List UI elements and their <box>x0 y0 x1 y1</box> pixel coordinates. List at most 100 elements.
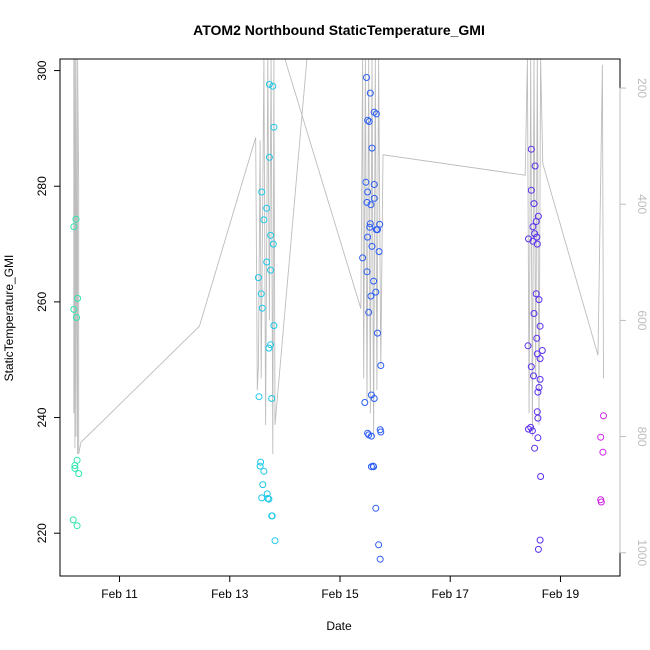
data-point <box>366 89 374 97</box>
data-point <box>524 342 532 350</box>
data-point <box>367 292 375 300</box>
data-point <box>527 363 535 371</box>
data-point <box>534 434 542 442</box>
data-point <box>363 74 370 81</box>
y-tick-label: 260 <box>35 292 49 312</box>
pressure-series-line <box>73 58 604 455</box>
data-point <box>256 462 264 470</box>
data-point <box>267 266 275 274</box>
data-point <box>375 248 383 256</box>
data-point <box>529 223 537 231</box>
data-point <box>370 194 378 202</box>
data-point <box>364 188 372 196</box>
data-point <box>270 322 278 330</box>
data-point <box>263 204 271 212</box>
y-axis-label: StaticTemperature_GMI <box>2 255 16 382</box>
data-point <box>265 153 273 161</box>
x-axis-label: Date <box>326 619 352 633</box>
data-point <box>268 395 276 402</box>
data-point <box>536 355 544 363</box>
pressure-line-layer <box>73 58 604 455</box>
data-point <box>255 393 263 401</box>
data-point <box>368 144 376 152</box>
y2-tick-label: 400 <box>635 194 649 214</box>
data-point <box>369 462 377 470</box>
data-point <box>535 296 543 304</box>
data-point <box>364 116 372 124</box>
data-point <box>367 432 375 440</box>
data-point <box>258 304 266 312</box>
data-point <box>361 399 369 406</box>
data-points-layer <box>69 74 607 563</box>
data-point <box>377 362 385 369</box>
data-point <box>368 242 376 250</box>
data-point <box>530 200 538 208</box>
y-tick-label: 300 <box>35 60 49 80</box>
data-point <box>534 388 542 396</box>
data-point <box>268 512 276 520</box>
data-point <box>531 162 539 170</box>
data-point <box>74 294 82 302</box>
data-point <box>260 467 268 475</box>
data-point <box>73 522 81 530</box>
data-point <box>258 494 266 502</box>
data-point <box>376 555 384 563</box>
y-axis-right: 200 400 600 800 1000 <box>619 78 649 566</box>
data-point <box>600 412 607 420</box>
data-point <box>370 277 378 285</box>
data-point <box>258 188 266 196</box>
data-point <box>527 186 535 194</box>
x-tick-label: Feb 13 <box>211 587 249 601</box>
data-point <box>530 372 537 380</box>
y-tick-label: 280 <box>35 176 49 196</box>
x-tick-label: Feb 17 <box>432 587 470 601</box>
y-tick-label: 240 <box>35 407 49 427</box>
data-point <box>532 218 540 225</box>
x-tick-label: Feb 11 <box>101 587 138 601</box>
data-point <box>267 231 275 239</box>
data-point <box>257 458 265 466</box>
data-point <box>71 464 79 472</box>
data-point <box>375 541 383 549</box>
data-point <box>536 536 544 544</box>
data-point <box>363 268 371 276</box>
data-point <box>597 433 605 441</box>
data-point <box>525 425 532 433</box>
data-point <box>269 82 277 90</box>
data-point <box>257 290 265 298</box>
data-point <box>362 178 370 186</box>
y2-tick-label: 600 <box>635 310 649 330</box>
data-point <box>533 334 541 342</box>
data-point <box>372 110 380 118</box>
data-point <box>370 181 378 188</box>
data-point <box>530 310 538 317</box>
data-point <box>259 481 267 489</box>
data-point <box>528 427 536 435</box>
data-point <box>536 375 544 383</box>
y-axis-left: 220 240 260 280 300 <box>35 60 61 543</box>
y2-tick-label: 800 <box>635 427 649 447</box>
data-point <box>75 470 83 478</box>
data-point <box>70 223 78 231</box>
data-point <box>260 216 268 224</box>
data-point <box>537 473 545 480</box>
data-point <box>532 290 540 298</box>
data-point <box>599 448 607 456</box>
data-point <box>263 258 271 266</box>
data-point <box>264 495 272 502</box>
data-point <box>372 504 380 512</box>
x-tick-label: Feb 15 <box>321 587 359 601</box>
y2-tick-label: 1000 <box>635 539 649 566</box>
data-point <box>365 118 373 125</box>
data-point <box>533 233 541 241</box>
data-point <box>269 240 277 248</box>
data-point <box>359 254 367 262</box>
data-point <box>370 395 378 402</box>
data-point <box>265 80 273 88</box>
data-point <box>366 220 374 228</box>
data-point <box>271 537 279 545</box>
data-point <box>377 428 385 436</box>
data-point <box>374 329 381 337</box>
y2-tick-label: 200 <box>635 78 649 98</box>
